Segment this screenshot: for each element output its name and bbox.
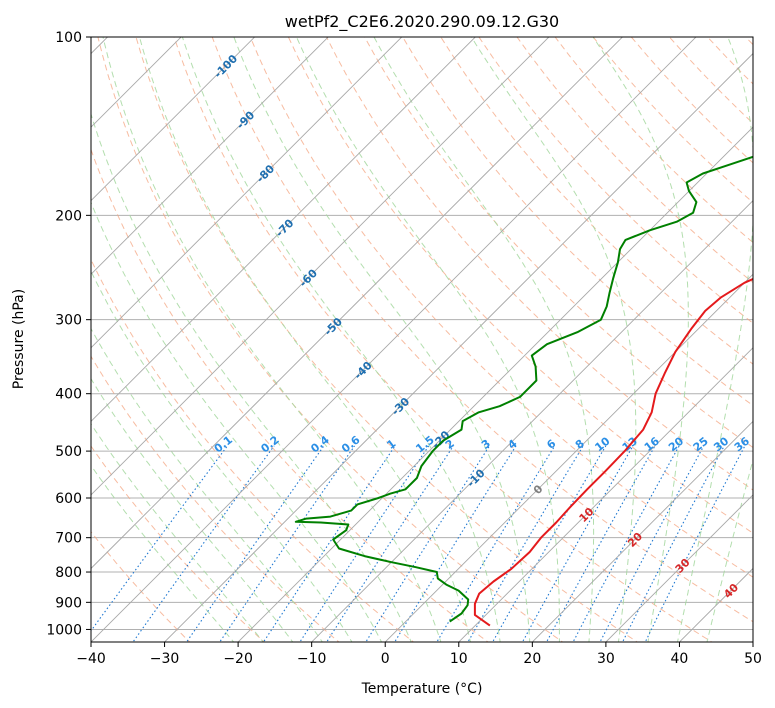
y-tick-label: 700 xyxy=(55,531,82,547)
y-axis-title: Pressure (hPa) xyxy=(11,289,27,389)
x-tick-label: −20 xyxy=(223,651,253,667)
moist-adiabat xyxy=(91,464,235,642)
moist-adiabat xyxy=(233,37,531,642)
x-tick-label: −40 xyxy=(76,651,106,667)
dry-adiabat xyxy=(478,37,753,324)
isotherm-line xyxy=(384,273,753,642)
mixing-ratio-line xyxy=(262,445,396,642)
x-tick-label: 40 xyxy=(671,651,689,667)
dry-adiabat xyxy=(287,37,753,534)
isotherm-line xyxy=(605,494,753,642)
plot-frame xyxy=(90,36,754,643)
mixing-ratio-line xyxy=(365,445,490,642)
dry-adiabat xyxy=(440,37,753,365)
y-tick-label: 200 xyxy=(55,208,82,224)
x-tick-label: 10 xyxy=(450,651,468,667)
dry-adiabat xyxy=(135,37,639,642)
isotherm-line xyxy=(91,37,256,202)
chart-title: wetPf2_C2E6.2020.290.09.12.G30 xyxy=(285,12,559,32)
dewpoint-line xyxy=(294,155,753,623)
y-tick-label: 400 xyxy=(55,387,82,403)
x-tick-label: 0 xyxy=(381,651,390,667)
moist-adiabat xyxy=(706,457,753,642)
mixing-ratio-line xyxy=(299,445,430,642)
dry-adiabat xyxy=(402,37,753,407)
y-tick-label: 300 xyxy=(55,313,82,329)
y-tick-label: 500 xyxy=(55,444,82,460)
isotherm-line xyxy=(91,37,403,349)
y-tick-label: 100 xyxy=(55,30,82,46)
isotherm-line xyxy=(531,420,753,642)
dry-adiabat xyxy=(91,445,265,642)
y-tick-label: 800 xyxy=(55,565,82,581)
y-tick-label: 600 xyxy=(55,491,82,507)
moist-adiabat xyxy=(91,112,412,642)
temperature-line xyxy=(473,277,753,627)
dry-adiabat xyxy=(211,37,753,623)
isotherm-line xyxy=(91,37,329,275)
moist-adiabat xyxy=(677,37,753,642)
mixing-ratio-line xyxy=(394,445,517,642)
x-tick-label: 20 xyxy=(523,651,541,667)
x-tick-label: 50 xyxy=(744,651,762,667)
dry-adiabat xyxy=(97,37,564,642)
y-axis: 100 200 300 400 500 600 700 800 900 1000 xyxy=(46,30,91,638)
profile-lines xyxy=(294,155,753,627)
y-tick-label: 900 xyxy=(55,595,82,611)
moist-adiabat xyxy=(592,37,689,642)
moist-adiabat xyxy=(91,327,323,642)
dry-adiabat xyxy=(91,258,415,642)
isotherm-line xyxy=(458,347,753,642)
moist-adiabat xyxy=(91,201,383,642)
x-axis: −40 −30 −20 −10 0 10 20 30 40 50 xyxy=(76,642,762,667)
x-tick-label: −10 xyxy=(297,651,327,667)
y-tick-label: 1000 xyxy=(46,622,82,638)
x-tick-label: −30 xyxy=(150,651,180,667)
isotherm-line xyxy=(311,200,753,642)
isotherm-line xyxy=(91,37,550,496)
isotherm-line xyxy=(91,37,476,422)
isotherm-line xyxy=(91,37,697,642)
dry-adiabat xyxy=(326,37,753,491)
mixing-ratio-line xyxy=(219,445,356,642)
isotherm-line xyxy=(163,52,753,642)
isotherm-line xyxy=(91,37,624,570)
moist-adiabat xyxy=(373,37,595,642)
moist-adiabat xyxy=(296,37,560,642)
moist-adiabat xyxy=(91,422,264,642)
moist-adiabat xyxy=(470,37,637,642)
mixing-ratio-line xyxy=(467,445,584,642)
mixing-ratio-line xyxy=(521,445,634,642)
mixing-ratio-line xyxy=(185,445,325,642)
moist-adiabat xyxy=(181,37,501,642)
x-axis-title: Temperature (°C) xyxy=(361,681,483,697)
moist-adiabat xyxy=(91,270,353,642)
mixing-ratio-line xyxy=(599,445,705,642)
mixing-ratio-line xyxy=(326,445,454,642)
moist-adiabat xyxy=(102,37,442,642)
x-tick-label: 30 xyxy=(597,651,615,667)
dry-adiabat xyxy=(249,37,753,578)
moist-adiabat xyxy=(91,377,294,642)
